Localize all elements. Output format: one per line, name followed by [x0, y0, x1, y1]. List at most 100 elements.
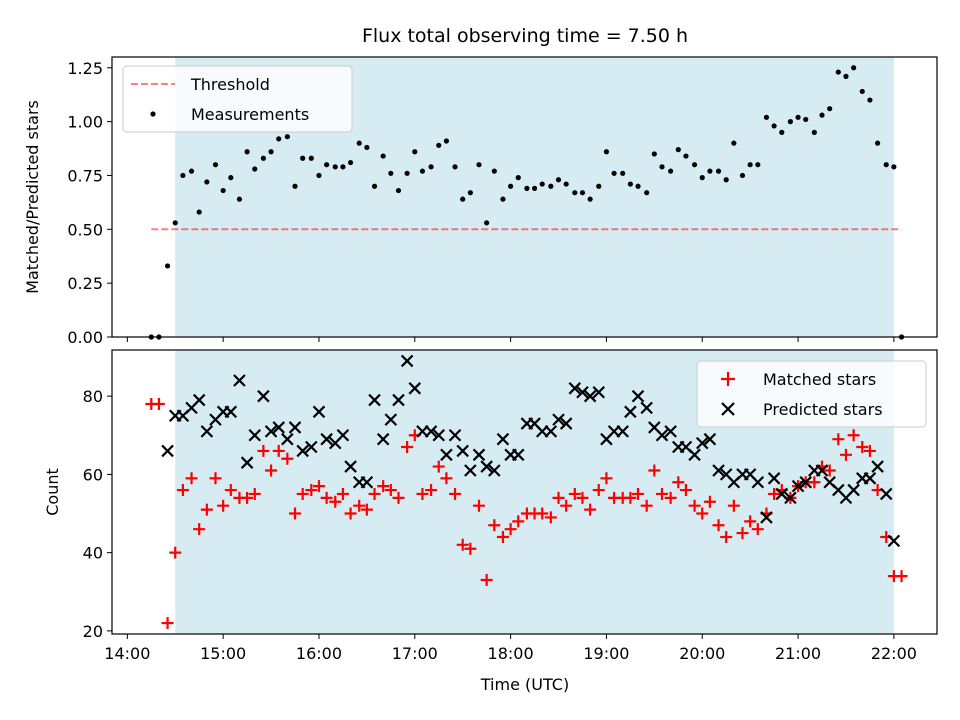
figure-title: Flux total observing time = 7.50 h: [362, 25, 688, 47]
matched-star-point: [169, 546, 182, 559]
y-tick-label: 80: [83, 387, 103, 406]
predicted-star-point: [456, 444, 469, 458]
measurement-point: [603, 149, 610, 155]
measurement-point: [491, 168, 497, 174]
predicted-star-point: [305, 440, 318, 454]
measurement-point: [891, 164, 897, 170]
measurement-point: [835, 69, 841, 75]
measurement-point: [691, 162, 698, 168]
matched-star-point: [401, 441, 414, 454]
measurement-point: [364, 144, 370, 151]
matched-star-point: [751, 523, 764, 536]
measurement-point: [347, 159, 354, 166]
measurement-point: [204, 179, 210, 185]
measurement-point: [715, 168, 722, 174]
matched-star-point: [456, 538, 469, 551]
matched-star-point: [377, 480, 390, 493]
matched-star-point: [832, 433, 845, 446]
top-y-axis-label: Matched/Predicted stars: [23, 100, 42, 294]
measurement-point: [220, 187, 226, 194]
matched-star-point: [632, 487, 645, 500]
y-tick-label: 40: [83, 544, 103, 563]
matched-star-point: [895, 570, 908, 583]
predicted-star-point: [544, 425, 558, 438]
matched-star-point: [224, 484, 237, 497]
top-y-ticks: 0.00 0.25 0.50 0.75 1.00 1.25: [67, 59, 112, 347]
measurement-points: [148, 65, 905, 340]
x-tick-label: 19:00: [583, 644, 629, 663]
predicted-stars-points: [161, 354, 901, 548]
matched-star-point: [488, 519, 501, 532]
measurement-point: [244, 149, 250, 155]
measurement-point: [675, 147, 681, 153]
bottom-panel: 20 40 60 80 14:00 15:00 16:00 17:00 18:00 19:00 2…: [43, 349, 938, 694]
x-tick-label: 22:00: [871, 644, 917, 663]
x-tick-label: 15:00: [200, 644, 246, 663]
bottom-x-ticks: 14:00 15:00 16:00 17:00 18:00 19:00 20:00 21:00…: [104, 634, 917, 663]
predicted-star-point: [511, 448, 525, 462]
measurement-point: [260, 155, 266, 161]
matched-star-point: [336, 487, 349, 500]
predicted-star-point: [568, 382, 582, 395]
matched-star-point: [384, 484, 397, 497]
measurement-point: [699, 175, 705, 181]
measurement-point: [572, 190, 578, 196]
predicted-legend-label: Predicted stars: [763, 400, 883, 419]
matched-star-point: [305, 484, 318, 497]
measurement-point: [620, 170, 626, 176]
matched-star-point: [209, 472, 222, 485]
predicted-star-point: [847, 483, 860, 497]
matched-star-point: [560, 499, 573, 512]
measurement-point: [276, 136, 282, 142]
predicted-star-point: [360, 475, 374, 489]
y-tick-label: 1.25: [67, 59, 103, 78]
matched-star-point: [624, 491, 637, 504]
matched-star-point: [823, 464, 836, 477]
top-x-ticks: [126, 337, 895, 342]
predicted-star-point: [240, 456, 254, 469]
measurement-point: [460, 196, 466, 202]
predicted-star-point: [376, 432, 390, 446]
matched-star-point: [320, 491, 333, 504]
matched-star-point: [696, 507, 709, 520]
measurement-point: [611, 170, 617, 176]
measurement-point: [371, 183, 378, 189]
predicted-legend-swatch: [721, 402, 735, 416]
matched-star-point: [257, 444, 270, 457]
measurement-point: [428, 164, 434, 170]
predicted-star-point: [384, 413, 398, 426]
measurement-point: [443, 138, 450, 144]
matched-star-point: [432, 460, 445, 473]
threshold-legend-label: Threshold: [190, 75, 270, 94]
matched-star-point: [863, 444, 876, 457]
bottom-y-axis-label: Count: [43, 468, 62, 516]
measurement-point: [843, 73, 849, 79]
predicted-star-point: [400, 354, 414, 368]
measurement-point: [771, 123, 777, 129]
matched-star-point: [353, 499, 366, 512]
measurement-point: [779, 129, 785, 135]
predicted-star-point: [775, 487, 789, 501]
predicted-star-point: [248, 429, 262, 442]
measurement-point: [739, 172, 746, 179]
measurement-point: [308, 155, 314, 161]
measurement-point: [827, 106, 833, 112]
measurement-point: [803, 116, 809, 123]
bottom-y-ticks: 20 40 60 80: [83, 387, 112, 641]
measurement-point: [811, 129, 817, 135]
measurement-point: [380, 153, 386, 159]
predicted-star-point: [703, 432, 717, 446]
predicted-star-point: [296, 444, 309, 458]
measurement-point: [188, 168, 195, 174]
measurement-point: [587, 196, 593, 202]
y-tick-label: 0.00: [67, 328, 103, 347]
measurement-point: [683, 153, 689, 159]
predicted-star-point: [879, 487, 893, 501]
predicted-star-point: [488, 464, 501, 477]
matched-star-point: [712, 519, 725, 532]
matched-star-point: [217, 499, 230, 512]
x-tick-label: 18:00: [488, 644, 534, 663]
predicted-star-point: [408, 382, 422, 395]
predicted-star-point: [863, 472, 877, 485]
measurements-legend-swatch: [150, 111, 156, 117]
